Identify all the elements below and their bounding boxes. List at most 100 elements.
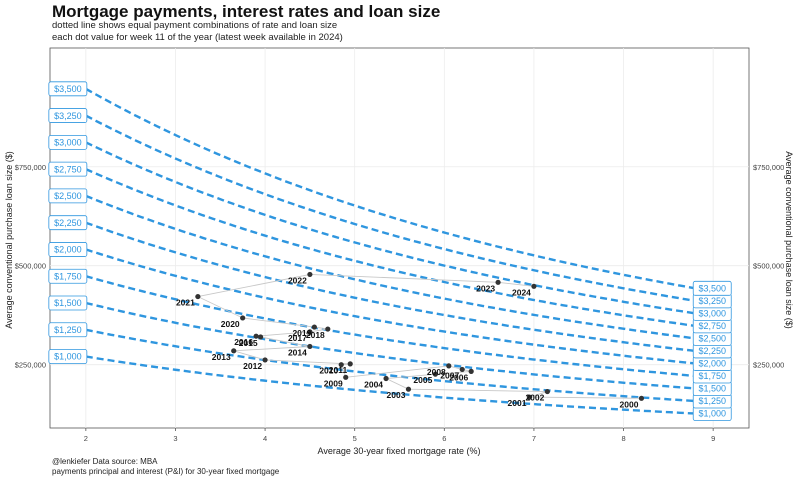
year-label: 2014	[288, 347, 307, 357]
year-point	[531, 283, 537, 289]
payment-curve	[85, 355, 696, 415]
x-tick-label: 3	[173, 434, 177, 443]
payment-label-text: $2,000	[698, 359, 726, 369]
payment-label-text: $2,750	[698, 321, 726, 331]
year-label: 2005	[413, 375, 432, 385]
year-point	[231, 348, 237, 354]
year-point	[468, 368, 474, 374]
payment-label-text: $2,250	[698, 346, 726, 356]
payment-label-left: $3,500	[48, 81, 88, 97]
payment-label-text: $1,750	[698, 371, 726, 381]
year-label: 2023	[476, 283, 495, 293]
payment-label-box	[48, 349, 88, 364]
subtitle-line-1: dotted line shows equal payment combinat…	[52, 20, 338, 31]
payment-curve	[85, 168, 696, 328]
year-label: 2007	[440, 370, 459, 380]
year-point	[307, 271, 313, 278]
year-label: 2003	[387, 390, 406, 400]
payment-label-text: $2,250	[54, 218, 82, 228]
year-point	[526, 394, 533, 400]
payment-label-left: $2,250	[48, 215, 88, 231]
year-point	[307, 343, 313, 350]
payment-curve	[85, 328, 696, 403]
y-tick-label-right: $500,000	[753, 262, 784, 271]
year-point	[432, 371, 438, 377]
payment-label-box	[48, 108, 88, 123]
grid-lines	[50, 48, 749, 428]
year-label: 2022	[288, 275, 307, 285]
year-point	[262, 357, 268, 363]
payment-label-right: $1,250	[692, 393, 732, 409]
y-tick-label-left: $250,000	[15, 361, 46, 370]
year-label: 2018	[306, 330, 325, 340]
year-point	[405, 386, 412, 392]
payment-label-text: $3,000	[54, 138, 82, 148]
payment-label-text: $3,250	[54, 111, 82, 121]
payment-label-box	[48, 268, 88, 284]
payment-curves	[85, 87, 696, 415]
payment-label-left: $1,000	[48, 349, 88, 364]
payment-label-text: $2,500	[54, 191, 82, 201]
year-label: 2009	[324, 378, 343, 388]
chart-title: Mortgage payments, interest rates and lo…	[52, 2, 441, 21]
year-point	[195, 293, 201, 300]
payment-label-right: $2,250	[692, 343, 732, 359]
payment-curve	[85, 114, 696, 302]
payment-label-left: $1,500	[48, 295, 88, 311]
payment-label-text: $2,750	[54, 164, 82, 174]
year-label: 2013	[212, 352, 231, 362]
year-point	[383, 375, 389, 382]
payment-curve	[85, 221, 696, 353]
year-point	[253, 333, 259, 339]
payment-label-text: $3,500	[54, 84, 82, 94]
payment-label-box	[48, 161, 88, 177]
x-axis-title: Average 30-year fixed mortgage rate (%)	[318, 446, 481, 456]
year-point	[446, 363, 452, 369]
year-point	[325, 326, 331, 332]
payment-curve	[85, 87, 696, 290]
payment-label-box	[48, 81, 88, 97]
payment-label-right: $2,500	[692, 331, 732, 346]
y-tick-label-right: $250,000	[753, 361, 784, 370]
y-tick-label-left: $500,000	[15, 262, 46, 271]
payment-label-text: $3,250	[698, 296, 726, 306]
payment-label-box	[48, 242, 88, 257]
payment-label-text: $1,500	[54, 298, 82, 308]
year-label: 2011	[329, 365, 348, 375]
year-label: 2012	[243, 361, 262, 371]
payment-label-left: $3,000	[48, 134, 88, 150]
payment-label-text: $3,500	[698, 284, 726, 294]
payment-label-left: $1,250	[48, 322, 88, 338]
year-label: 2004	[364, 380, 383, 390]
x-tick-label: 8	[621, 434, 625, 443]
payment-label-text: $1,000	[54, 352, 82, 362]
year-point	[459, 366, 465, 373]
payment-label-left: $3,250	[48, 108, 88, 123]
year-point	[347, 361, 353, 367]
year-label: 2015	[239, 338, 258, 348]
payment-label-right: $1,500	[692, 381, 732, 396]
payment-label-text: $1,250	[698, 396, 726, 406]
year-point	[307, 329, 313, 335]
payment-label-right: $2,750	[692, 318, 732, 334]
year-label: 2020	[221, 319, 240, 329]
payment-label-box	[48, 134, 88, 150]
x-tick-label: 7	[532, 434, 536, 443]
year-point	[240, 315, 246, 321]
payment-label-box	[48, 215, 88, 231]
year-point	[495, 279, 501, 285]
payment-curve	[85, 275, 696, 378]
year-point	[257, 334, 264, 340]
year-point	[343, 374, 349, 380]
y-tick-label-left: $750,000	[15, 163, 46, 172]
caption-line-1: @lenkiefer Data source: MBA	[52, 457, 158, 466]
payment-label-left: $2,750	[48, 161, 88, 177]
payment-label-text: $3,000	[698, 309, 726, 319]
chart-caption: @lenkiefer Data source: MBA payments pri…	[52, 457, 279, 477]
payment-label-left: $2,000	[48, 242, 88, 257]
year-point	[638, 395, 645, 401]
x-tick-label: 2	[84, 434, 88, 443]
payment-label-text: $1,750	[54, 271, 82, 281]
year-label: 2010	[319, 366, 338, 376]
